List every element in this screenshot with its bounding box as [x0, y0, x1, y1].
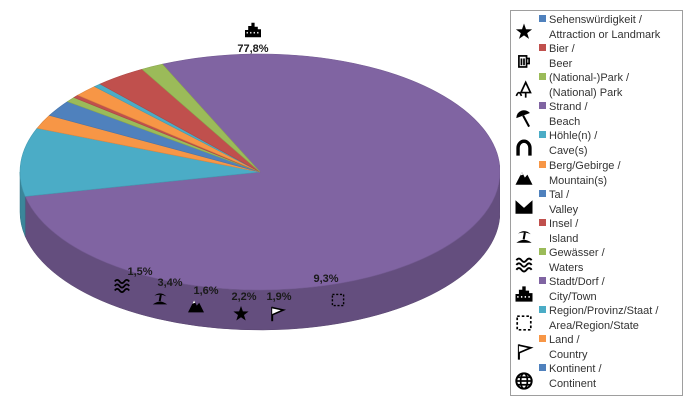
legend-label-de: Höhle(n) / [549, 130, 598, 143]
legend-swatch [539, 15, 546, 22]
city-icon [515, 286, 533, 302]
beer-icon [518, 55, 530, 68]
legend-swatch [539, 218, 546, 226]
slice-label-1: 9,3% [313, 273, 338, 285]
legend-label-en: Attraction or Landmark [549, 29, 661, 41]
legend-label-en: Beach [549, 116, 581, 129]
legend-label-de: Land / [549, 334, 580, 347]
park-icon [515, 80, 532, 98]
legend-swatch [539, 131, 546, 139]
legend-label-en: (National) Park [549, 87, 623, 100]
slice-label-8: 3,4% [157, 277, 182, 289]
slice-1 [19, 127, 261, 197]
legend-item: Gewässer / Waters [511, 246, 682, 275]
legend-label-en: Waters [549, 261, 584, 274]
legend-item: Insel / Island [511, 217, 682, 246]
legend-item: Strand / Beach [511, 100, 682, 129]
cave-icon [516, 139, 532, 157]
legend-label-de: Gewässer / [549, 246, 605, 259]
pie-top-layer [19, 53, 500, 291]
legend-label-en: Country [549, 349, 588, 362]
pie-chart: 77,8% 9,3% 1,9% 2,2% 1,6% 3,4% 1,5% [19, 22, 500, 331]
legend-item: Berg/Gebirge / Mountain(s) [511, 159, 682, 188]
legend-label-en: Island [549, 232, 579, 245]
slice-label-2: 1,9% [266, 291, 291, 303]
mountain-icon [515, 171, 533, 185]
legend-item: Sehenswürdigkeit / Attraction or Landmark [511, 13, 682, 42]
globe-icon [515, 372, 533, 390]
legend-label-en: Area/Region/State [549, 320, 639, 332]
mountain-icon [188, 300, 204, 313]
slice-label-9: 1,5% [127, 266, 152, 278]
legend-swatch [539, 189, 546, 197]
legend-swatch [539, 73, 546, 81]
legend-item: Tal / Valley [511, 188, 682, 217]
legend-label-de: Strand / [549, 101, 588, 114]
legend-swatch [539, 335, 546, 343]
slice-label-6: 1,6% [193, 285, 218, 297]
dashed-square-icon [331, 293, 345, 307]
legend-swatch [539, 160, 546, 168]
waves-icon [515, 257, 533, 273]
slice-0 [24, 53, 500, 291]
legend-item: Kontinent / Continent [511, 362, 682, 391]
city-icon [245, 22, 261, 38]
legend-item: Region/Provinz/Staat / Area/Region/State [511, 304, 682, 333]
legend-label-en: City/Town [549, 290, 597, 303]
legend-item: Stadt/Dorf / City/Town [511, 275, 682, 304]
dashed-square-icon [516, 315, 532, 331]
legend-label-de: Berg/Gebirge / [549, 159, 621, 172]
legend-swatch [539, 247, 546, 255]
legend-label-en: Valley [549, 203, 579, 216]
legend-label-en: Cave(s) [549, 145, 588, 158]
legend-label-en: Continent [549, 378, 597, 391]
waves-icon [114, 279, 130, 293]
legend-label-de: Bier / [549, 43, 575, 56]
beach-icon [516, 110, 530, 128]
legend-label-de: (National-)Park / [549, 72, 630, 85]
legend-swatch [539, 44, 546, 52]
island-icon [152, 293, 168, 305]
flag-icon [517, 344, 534, 360]
slice-label-3: 2,2% [231, 291, 256, 303]
star-icon [515, 23, 533, 39]
legend: Sehenswürdigkeit / Attraction or Landmark… [510, 10, 683, 396]
legend-label-de: Insel / [549, 217, 579, 230]
star-icon [233, 306, 249, 321]
legend-swatch [539, 276, 546, 284]
island-icon [516, 230, 532, 243]
legend-swatch [539, 306, 546, 313]
legend-label-de: Region/Provinz/Staat / [549, 305, 659, 317]
legend-item: Land / Country [511, 333, 682, 362]
legend-item: (National-)Park / (National) Park [511, 71, 682, 100]
valley-icon [515, 199, 533, 214]
legend-swatch [539, 364, 546, 372]
pie-labels-layer: 77,8% 9,3% 1,9% 2,2% 1,6% 3,4% 1,5% [114, 22, 345, 322]
legend-label-en: Beer [549, 58, 573, 71]
slice-label-0: 77,8% [237, 43, 268, 55]
legend-item: Bier / Beer [511, 42, 682, 71]
legend-label-en: Mountain(s) [549, 174, 608, 187]
legend-item: Höhle(n) / Cave(s) [511, 129, 682, 158]
legend-label-de: Sehenswürdigkeit / [549, 14, 642, 26]
legend-label-de: Stadt/Dorf / [549, 275, 605, 288]
flag-icon [271, 306, 287, 322]
legend-label-de: Kontinent / [549, 363, 602, 376]
legend-label-de: Tal / [549, 188, 570, 201]
slice-9 [141, 63, 261, 173]
legend-swatch [539, 102, 546, 110]
